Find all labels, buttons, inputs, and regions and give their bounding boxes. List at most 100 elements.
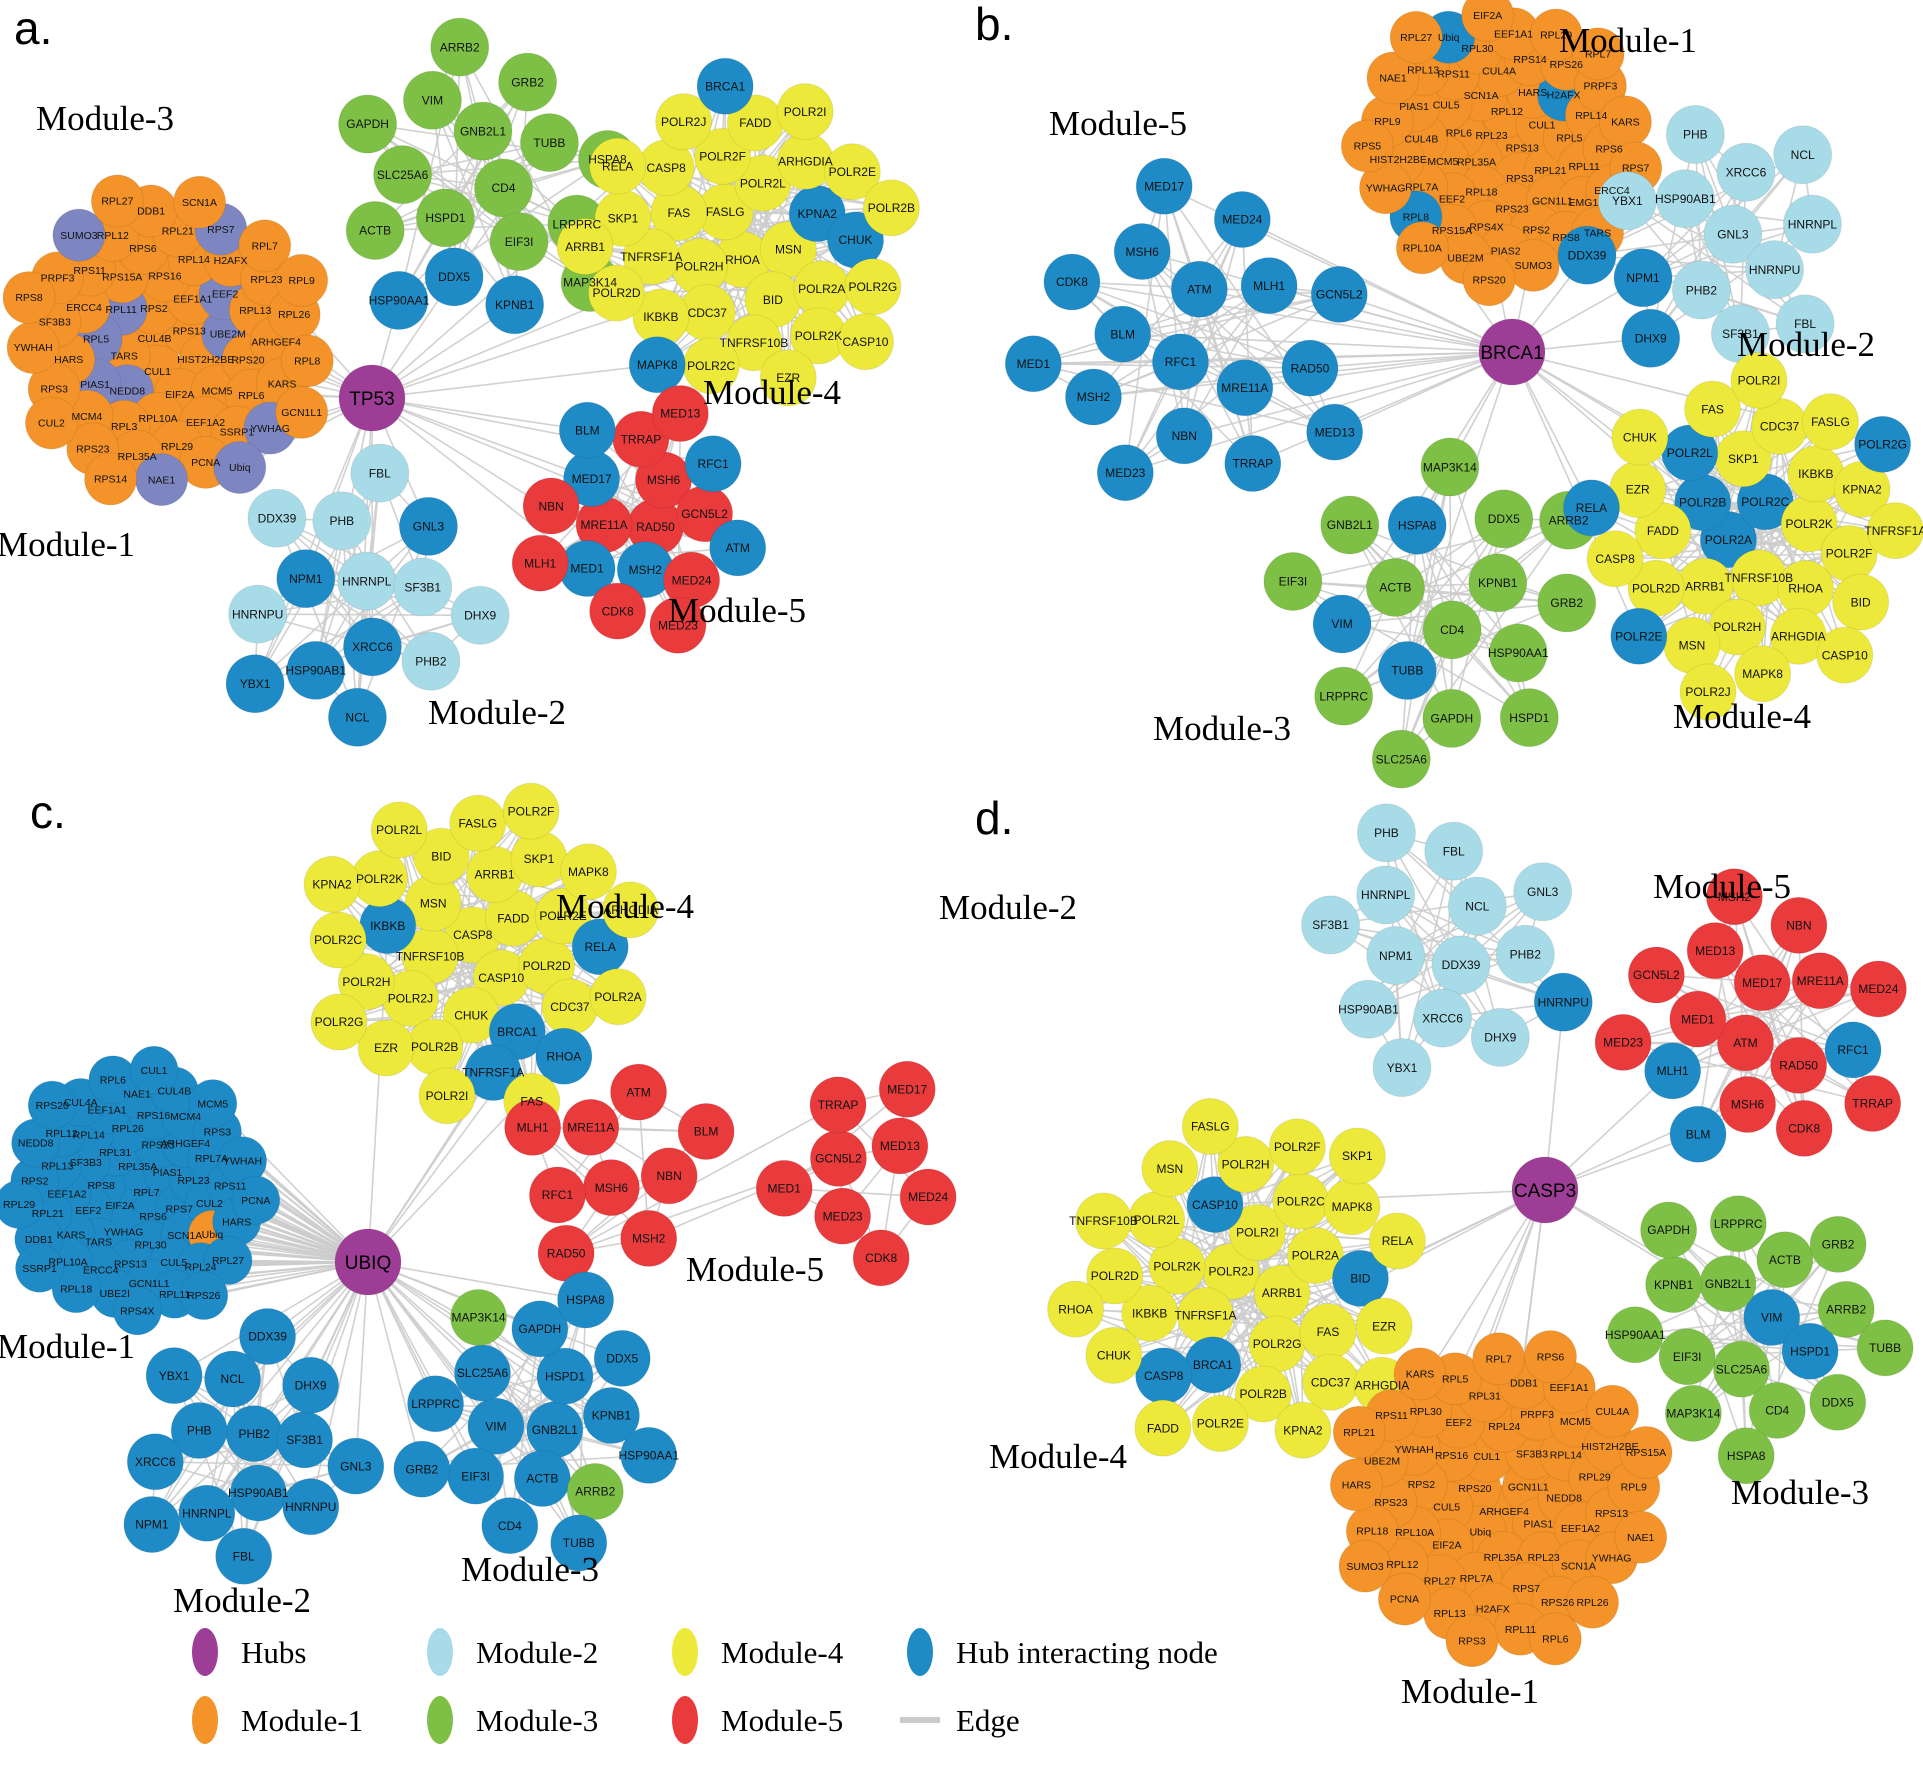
node-DHX9 <box>282 1356 340 1414</box>
module-label: Module-3 <box>461 1550 599 1589</box>
node-label: ARRB2 <box>1549 513 1589 527</box>
node-label: RFC1 <box>1837 1043 1869 1057</box>
node-label: CASP10 <box>478 971 524 985</box>
node-label: PHB2 <box>415 654 447 668</box>
node-label: MSH6 <box>595 1181 629 1195</box>
node-RPL26 <box>1566 1575 1620 1629</box>
node-label: RPL27 <box>1424 1575 1456 1587</box>
legend-label: Module-4 <box>721 1635 844 1670</box>
node-label: RPS2 <box>140 303 168 315</box>
node-ACTB <box>513 1450 571 1508</box>
node-NBN <box>522 477 580 535</box>
node-label: PIAS1 <box>80 379 110 391</box>
node-POLR2J <box>655 93 713 151</box>
node-label: POLR2L <box>1667 446 1713 460</box>
node-KPNA2 <box>1274 1401 1332 1459</box>
node-RPS14 <box>84 452 138 506</box>
node-label: TRRAP <box>621 432 662 446</box>
node-RPS20 <box>27 1080 77 1130</box>
node-RPL7 <box>238 219 292 273</box>
node-label: TARS <box>85 1237 112 1249</box>
edge <box>1798 925 1805 1129</box>
node-POLR2A <box>1286 1226 1344 1284</box>
edge <box>374 81 529 232</box>
node-label: MCM4 <box>170 1111 201 1123</box>
node-label: MAP3K14 <box>1423 460 1477 474</box>
node-GRB2 <box>393 1440 451 1498</box>
node-GNL3 <box>1513 862 1573 922</box>
node-label: RPL13 <box>1434 1608 1466 1620</box>
node-label: RPL13 <box>239 305 271 317</box>
node-label: RPS3 <box>1458 1635 1486 1647</box>
node-label: NEDD8 <box>110 385 146 397</box>
node-CDK8 <box>1043 253 1101 311</box>
node-label: RPS20 <box>36 1100 69 1112</box>
node-label: FBL <box>1794 317 1816 331</box>
module-label: Module-4 <box>703 373 841 412</box>
node-label: MED13 <box>660 407 700 421</box>
node-label: FAS <box>668 206 691 220</box>
node-label: POLR2F <box>1826 547 1873 561</box>
node-label: RPL12 <box>46 1128 78 1140</box>
labels-layer: RFC1 ATM MRE11A BLM MLH1 NBN MSH6 RAD50 MSH2 MED2… <box>975 0 1923 766</box>
hub-edge <box>1406 351 1513 671</box>
node-TUBB <box>1856 1319 1914 1377</box>
node-label: RPL12 <box>1491 106 1523 118</box>
node-label: CASP10 <box>1822 648 1868 662</box>
node-DDX39 <box>1557 225 1617 285</box>
node-label: HNRNPU <box>1538 995 1589 1009</box>
node-label: RFC1 <box>1165 355 1197 369</box>
node-label: RPL5 <box>1442 1373 1468 1385</box>
node-label: HSP90AA1 <box>618 1449 679 1463</box>
hub-edge <box>371 363 658 399</box>
edge <box>648 1157 839 1240</box>
node-label: Ubiq <box>229 462 251 474</box>
module-label: Module-1 <box>0 1327 135 1366</box>
node-PHB <box>312 491 372 551</box>
node-label: DDX39 <box>258 511 297 525</box>
node-label: MSH2 <box>1718 890 1752 904</box>
node-label: MCM5 <box>1560 1416 1591 1428</box>
node-ARRB2 <box>1817 1280 1875 1338</box>
node-label: CD4 <box>1440 623 1464 637</box>
node-label: MED17 <box>572 472 612 486</box>
node-label: RPL14 <box>1575 110 1607 122</box>
hub-edge <box>371 397 592 480</box>
node-label: NEDD8 <box>1546 1493 1582 1505</box>
node-label: POLR2G <box>848 280 897 294</box>
node-HSPA8 <box>1387 495 1447 555</box>
node-label: TRRAP <box>1232 457 1273 471</box>
node-label: RPS2 <box>1523 225 1551 237</box>
node-label: DDX39 <box>248 1330 287 1344</box>
edge <box>375 223 577 232</box>
node-label: MRE11A <box>567 1121 614 1135</box>
node-label: VIM <box>1331 617 1352 631</box>
node-label: GCN5L2 <box>1633 968 1680 982</box>
node-CHUK <box>1611 408 1669 466</box>
node-YBX1 <box>1597 171 1657 231</box>
edge <box>1656 974 1854 1051</box>
edge <box>276 517 359 718</box>
node-label: RPS8 <box>87 1180 115 1192</box>
node-GRB2 <box>1537 573 1597 633</box>
node-HSPD1 <box>1781 1322 1839 1380</box>
hub-edge <box>310 1261 369 1507</box>
node-label: HNRNPL <box>1361 888 1411 902</box>
node-CUL2 <box>24 396 78 450</box>
node-label: ARHGDIA <box>1355 1378 1410 1392</box>
node-label: Ubiq <box>1438 32 1460 44</box>
node-label: RPL24 <box>185 1261 217 1273</box>
node-label: EEF1A2 <box>47 1188 86 1200</box>
node-HSP90AB1 <box>1655 169 1715 229</box>
node-NPM1 <box>123 1495 181 1553</box>
node-label: DDX39 <box>1568 248 1607 262</box>
node-label: HSPD1 <box>545 1369 585 1383</box>
node-MAPK8 <box>628 336 686 394</box>
node-HNRNPL <box>178 1484 236 1542</box>
node-CDK8 <box>589 582 647 640</box>
node-label: RPS11 <box>73 265 106 277</box>
node-HNRNPU <box>228 584 288 644</box>
node-label: PHB2 <box>1510 947 1542 961</box>
node-label: POLR2D <box>1632 581 1680 595</box>
